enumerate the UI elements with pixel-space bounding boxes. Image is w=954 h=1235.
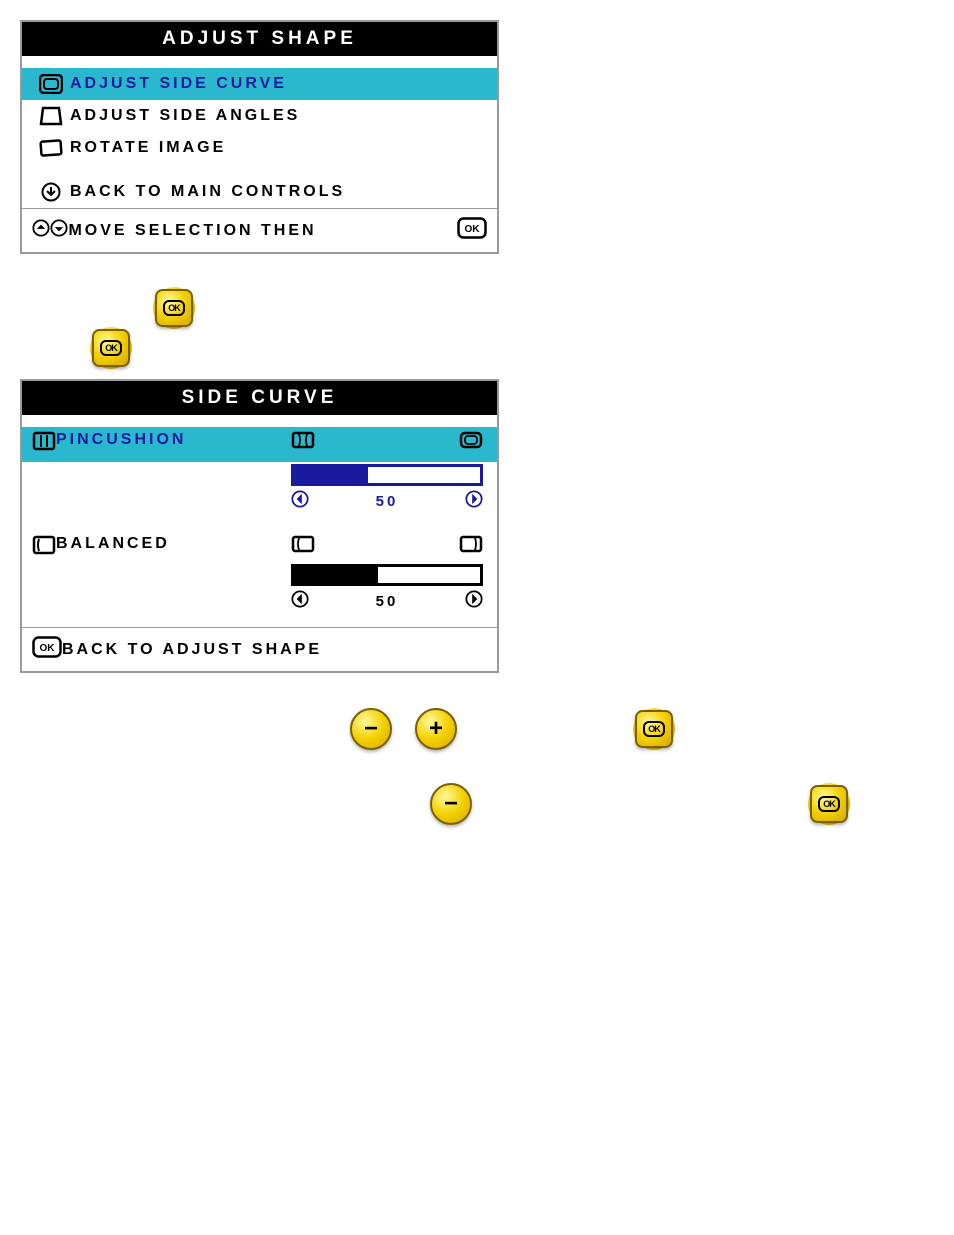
ok-button[interactable]: OK	[635, 710, 673, 748]
balanced-left-icon	[291, 535, 315, 558]
side-curve-window: SIDE CURVE PINCUSHION	[20, 379, 499, 673]
side-curve-footer[interactable]: OK BACK TO ADJUST SHAPE	[22, 628, 497, 671]
ok-icon: OK	[32, 636, 62, 663]
right-arrow-icon[interactable]	[465, 490, 483, 513]
pincushion-value: 50	[376, 493, 399, 510]
balanced-bar	[291, 564, 483, 586]
menu-item-back-main[interactable]: BACK TO MAIN CONTROLS	[22, 176, 497, 208]
svg-text:OK: OK	[465, 224, 481, 235]
up-down-arrows-icon	[32, 219, 68, 242]
side-angles-icon	[32, 106, 70, 126]
pincushion-narrow-icon	[291, 431, 315, 454]
ok-button[interactable]: OK	[810, 785, 848, 823]
rotate-image-icon	[32, 138, 70, 158]
ok-button[interactable]: OK	[92, 329, 130, 367]
balanced-value: 50	[376, 593, 399, 610]
down-arrow-icon	[32, 182, 70, 202]
balanced-label: BALANCED	[56, 535, 287, 553]
pincushion-bar-row: 50	[22, 462, 497, 517]
balanced-right-icon	[459, 535, 483, 558]
back-label: BACK TO MAIN CONTROLS	[70, 183, 487, 201]
balanced-row[interactable]: BALANCED	[22, 531, 497, 617]
minus-button[interactable]: −	[350, 708, 392, 750]
buttons-group-2: − + OK − OK	[20, 708, 954, 848]
footer-label: MOVE SELECTION THEN	[68, 222, 457, 240]
pincushion-label: PINCUSHION	[56, 431, 287, 449]
menu-label: ADJUST SIDE ANGLES	[70, 107, 487, 125]
right-arrow-icon[interactable]	[465, 590, 483, 613]
pincushion-icon	[32, 431, 56, 456]
pincushion-row[interactable]: PINCUSHION	[22, 427, 497, 462]
plus-button[interactable]: +	[415, 708, 457, 750]
menu-item-adjust-side-angles[interactable]: ADJUST SIDE ANGLES	[22, 100, 497, 132]
side-curve-icon	[32, 74, 70, 94]
svg-text:OK: OK	[40, 643, 56, 654]
ok-icon: OK	[457, 217, 487, 244]
menu-label: ROTATE IMAGE	[70, 139, 487, 157]
left-arrow-icon[interactable]	[291, 590, 309, 613]
minus-button[interactable]: −	[430, 783, 472, 825]
balanced-icon	[32, 535, 56, 560]
ok-button[interactable]: OK	[155, 289, 193, 327]
left-arrow-icon[interactable]	[291, 490, 309, 513]
pincushion-wide-icon	[459, 431, 483, 454]
menu-label: ADJUST SIDE CURVE	[70, 75, 487, 93]
side-curve-title: SIDE CURVE	[22, 381, 497, 415]
menu-item-rotate-image[interactable]: ROTATE IMAGE	[22, 132, 497, 164]
pincushion-bar	[291, 464, 483, 486]
ok-buttons-group-1: OK OK	[20, 289, 954, 379]
adjust-shape-window: ADJUST SHAPE ADJUST SIDE CURVE ADJUST SI…	[20, 20, 499, 254]
adjust-shape-title: ADJUST SHAPE	[22, 22, 497, 56]
back-adjust-shape-label: BACK TO ADJUST SHAPE	[62, 641, 487, 659]
menu-item-adjust-side-curve[interactable]: ADJUST SIDE CURVE	[22, 68, 497, 100]
adjust-shape-footer: MOVE SELECTION THEN OK	[22, 209, 497, 252]
